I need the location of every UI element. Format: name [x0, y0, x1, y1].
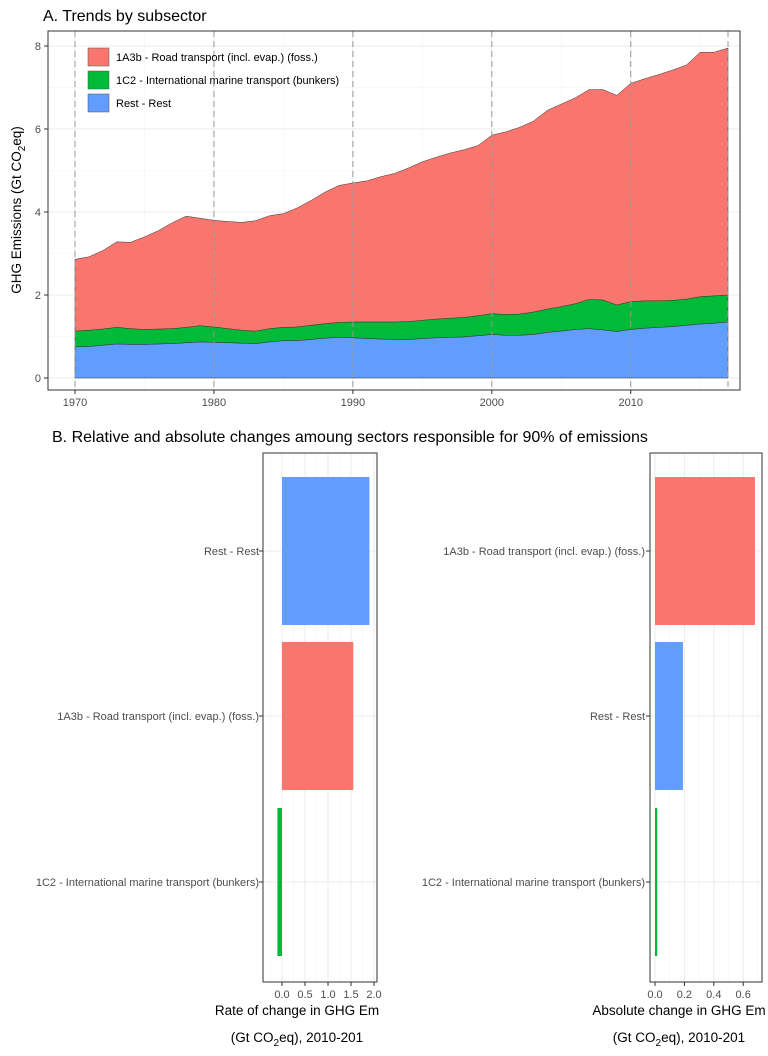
panel-b1-xlabel-units: (Gt CO2eq), 2010-201: [613, 1030, 745, 1049]
panel-b0-xlabel-units-suffix: eq), 2010-201: [279, 1030, 363, 1045]
panel-a-ylabel-main: GHG Emissions (Gt CO: [9, 151, 24, 294]
bar-0-1: [282, 642, 354, 790]
legend-key: [87, 47, 110, 67]
category-label: 1C2 - International marine transport (bu…: [36, 877, 259, 889]
panel-b1-xlabel-units-suffix: eq), 2010-201: [661, 1030, 745, 1045]
category-label: 1A3b - Road transport (incl. evap.) (fos…: [57, 711, 259, 723]
x-tick-label: 1970: [63, 397, 87, 409]
y-tick-label: 6: [35, 124, 41, 136]
x-tick-label: 0.2: [677, 989, 692, 1001]
panel-b0-xlabel-units-subscript: 2: [274, 1038, 280, 1049]
category-label: 1A3b - Road transport (incl. evap.) (fos…: [443, 546, 645, 558]
bar-1-2: [655, 808, 658, 956]
panel-a-ylabel-suffix: eq): [9, 126, 24, 146]
x-tick-label: 0.0: [647, 989, 662, 1001]
panel-a-title: A. Trends by subsector: [43, 8, 207, 25]
panel-b0-xlabel: Rate of change in GHG Em: [215, 1003, 379, 1018]
x-tick-label: 2000: [480, 397, 504, 409]
panel-b0-frame: [262, 452, 378, 983]
bar-1-0: [655, 477, 755, 625]
legend-label: 1C2 - International marine transport (bu…: [116, 75, 339, 87]
legend-key: [87, 93, 110, 113]
bar-0-2: [277, 808, 282, 956]
legend-label: Rest - Rest: [116, 98, 171, 110]
x-tick-label: 1.0: [320, 989, 335, 1001]
y-tick-label: 0: [35, 373, 41, 385]
x-tick-label: 1980: [202, 397, 226, 409]
category-label: Rest - Rest: [590, 711, 645, 723]
panel-b1-frame: [649, 452, 763, 983]
legend-label: 1A3b - Road transport (incl. evap.) (fos…: [116, 52, 318, 64]
x-tick-label: 0.6: [736, 989, 751, 1001]
x-tick-label: 0.0: [274, 989, 289, 1001]
x-tick-label: 1990: [341, 397, 365, 409]
x-tick-label: 1.5: [343, 989, 358, 1001]
bar-1-1: [655, 642, 683, 790]
panel-a-ylabel-subscript: 2: [17, 145, 28, 151]
x-tick-label: 0.5: [297, 989, 312, 1001]
category-label: 1C2 - International marine transport (bu…: [422, 877, 645, 889]
category-label: Rest - Rest: [204, 546, 259, 558]
x-tick-label: 2.0: [366, 989, 381, 1001]
y-tick-label: 8: [35, 41, 41, 53]
y-tick-label: 4: [35, 207, 41, 219]
legend-key: [87, 70, 110, 90]
x-tick-label: 0.4: [706, 989, 721, 1001]
area-series-2: [74, 47, 729, 332]
panel-b1-xlabel: Absolute change in GHG Em: [592, 1003, 765, 1018]
bar-0-0: [282, 477, 370, 625]
panel-b1-xlabel-units-main: (Gt CO: [613, 1030, 656, 1045]
panel-a-ylabel: GHG Emissions (Gt CO2eq): [9, 126, 28, 294]
y-tick-label: 2: [35, 290, 41, 302]
panel-b0-xlabel-units: (Gt CO2eq), 2010-201: [231, 1030, 363, 1049]
panel-b-title: B. Relative and absolute changes amoung …: [52, 429, 648, 446]
panel-b0-xlabel-units-main: (Gt CO: [231, 1030, 274, 1045]
panel-b1-xlabel-units-subscript: 2: [656, 1038, 662, 1049]
panel-a-frame: [47, 30, 741, 391]
x-tick-label: 2010: [619, 397, 643, 409]
